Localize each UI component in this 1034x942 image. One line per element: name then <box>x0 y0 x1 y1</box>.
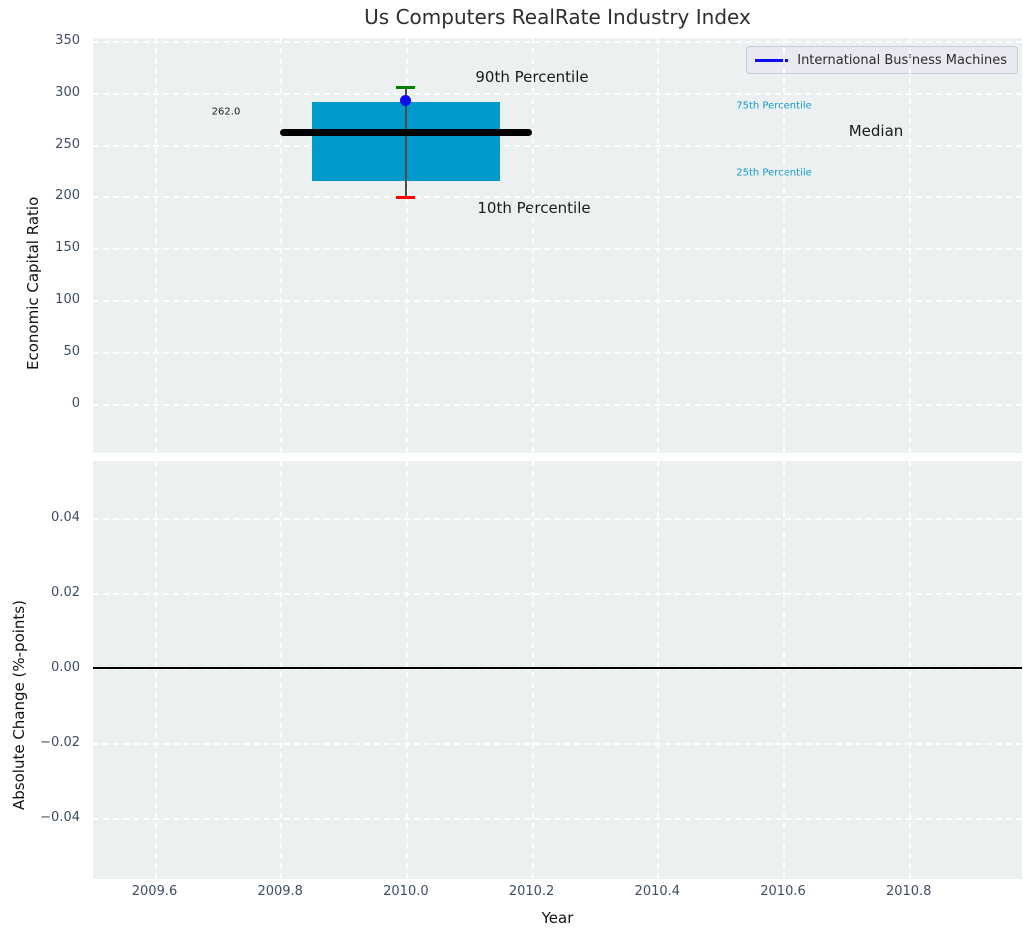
y-gridline <box>93 144 1022 147</box>
bottom-y-tick-label: −0.04 <box>40 810 80 825</box>
x-gridline <box>280 38 283 453</box>
x-gridline <box>531 38 534 453</box>
boxplot-cap-10th <box>396 195 416 199</box>
y-gridline <box>93 41 1022 43</box>
boxplot-median-line <box>280 128 532 136</box>
median-annotation: Median <box>848 122 904 140</box>
chart-title: Us Computers RealRate Industry Index <box>364 5 751 29</box>
x-tick-label: 2010.0 <box>383 884 429 899</box>
legend: International Business Machines <box>746 46 1018 74</box>
top-y-tick-label: 0 <box>71 395 80 411</box>
x-gridline <box>154 461 157 879</box>
legend-label: International Business Machines <box>797 52 1007 68</box>
x-tick-label: 2010.6 <box>760 884 806 899</box>
top-axes: International Business Machines 90th Per… <box>93 38 1022 453</box>
y-gridline <box>93 92 1022 95</box>
top-y-tick-label: 350 <box>55 33 80 48</box>
top-y-tick-label: 250 <box>55 136 80 152</box>
x-tick-label: 2010.2 <box>508 884 555 899</box>
x-tick-label: 2010.4 <box>634 884 681 899</box>
p10-annotation: 10th Percentile <box>477 199 591 217</box>
top-y-tick-label: 200 <box>55 188 80 204</box>
bottom-axes <box>93 461 1022 879</box>
x-gridline <box>908 38 911 453</box>
top-y-tick-label: 50 <box>63 343 80 359</box>
x-gridline <box>405 461 408 879</box>
zero-line <box>93 667 1022 669</box>
x-tick-label: 2009.8 <box>257 884 303 899</box>
y-gridline <box>93 403 1022 406</box>
x-gridline <box>154 38 157 453</box>
x-gridline <box>908 461 911 879</box>
y-gridline <box>93 593 1022 595</box>
median-value-label: 262.0 <box>211 106 241 118</box>
x-tick-label: 2009.6 <box>131 884 178 899</box>
x-gridline <box>280 461 283 879</box>
p25-annotation: 25th Percentile <box>736 167 812 179</box>
boxplot-whisker <box>405 87 407 198</box>
bottom-y-tick-label: −0.02 <box>40 735 80 750</box>
p75-annotation: 75th Percentile <box>736 100 812 112</box>
x-gridline <box>783 461 785 879</box>
legend-line-sample <box>755 58 789 62</box>
y-gridline <box>93 248 1022 251</box>
top-y-tick-label: 300 <box>55 84 80 100</box>
y-gridline <box>93 351 1022 354</box>
y-gridline <box>93 668 1022 670</box>
x-axis-label: Year <box>541 909 574 927</box>
x-gridline <box>657 38 660 453</box>
x-tick-label: 2010.8 <box>885 884 932 899</box>
y-gridline <box>93 518 1022 520</box>
company-marker <box>400 94 412 106</box>
y-gridline <box>93 196 1022 199</box>
bottom-y-tick-label: 0.04 <box>51 510 80 525</box>
boxplot-cap-90th <box>396 86 416 90</box>
bottom-y-tick-label: 0.00 <box>51 660 80 675</box>
y-gridline <box>93 818 1022 820</box>
bottom-y-tick-label: 0.02 <box>51 585 80 600</box>
top-y-tick-label: 150 <box>55 240 80 256</box>
x-gridline <box>657 461 660 879</box>
y-gridline <box>93 743 1022 745</box>
top-y-tick-label: 100 <box>55 291 80 307</box>
x-gridline <box>405 38 408 453</box>
x-gridline <box>531 461 534 879</box>
x-gridline <box>783 38 785 453</box>
y-gridline <box>93 299 1022 302</box>
